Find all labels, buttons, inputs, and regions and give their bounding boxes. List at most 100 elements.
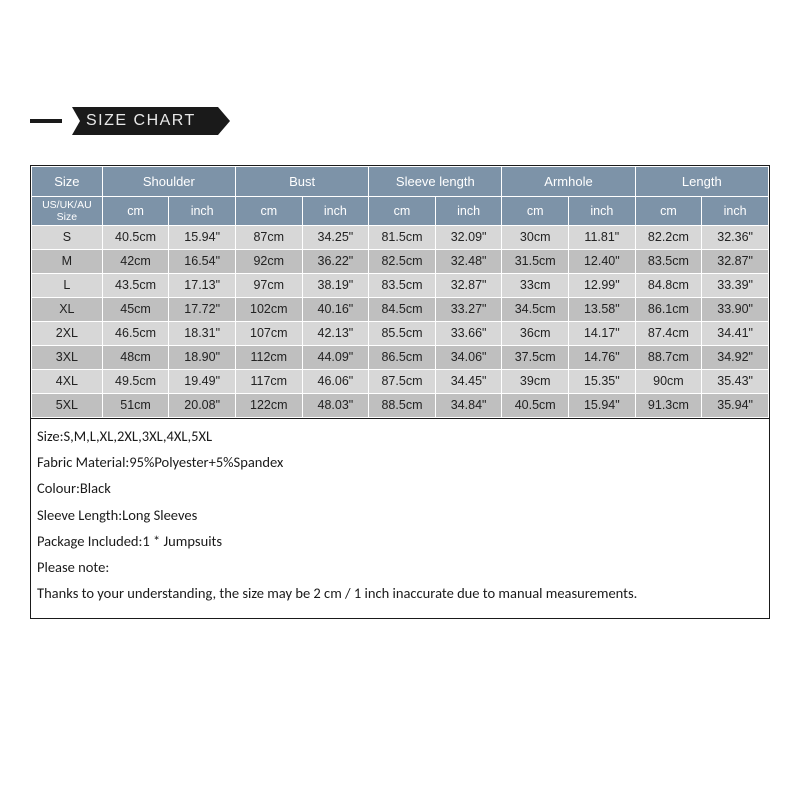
cell-value: 14.76" (569, 346, 636, 370)
banner-dash (30, 119, 62, 123)
cell-value: 40.5cm (102, 226, 169, 250)
cell-value: 81.5cm (369, 226, 436, 250)
cell-value: 88.7cm (635, 346, 702, 370)
cell-value: 88.5cm (369, 394, 436, 418)
size-chart: Size Shoulder Bust Sleeve length Armhole… (30, 165, 770, 619)
cell-value: 82.2cm (635, 226, 702, 250)
info-line: Fabric Material:95%Polyester+5%Spandex (37, 453, 763, 471)
unit-cm: cm (502, 197, 569, 226)
cell-value: 43.5cm (102, 274, 169, 298)
cell-value: 34.92" (702, 346, 769, 370)
table-row: XL45cm17.72"102cm40.16"84.5cm33.27"34.5c… (32, 298, 769, 322)
cell-value: 84.8cm (635, 274, 702, 298)
cell-value: 90cm (635, 370, 702, 394)
col-shoulder: Shoulder (102, 167, 235, 197)
cell-value: 46.5cm (102, 322, 169, 346)
cell-value: 18.31" (169, 322, 236, 346)
cell-value: 34.06" (435, 346, 502, 370)
col-size: Size (32, 167, 103, 197)
cell-value: 14.17" (569, 322, 636, 346)
cell-value: 32.48" (435, 250, 502, 274)
unit-cm: cm (102, 197, 169, 226)
col-bust: Bust (235, 167, 368, 197)
cell-value: 16.54" (169, 250, 236, 274)
cell-value: 36cm (502, 322, 569, 346)
cell-value: 51cm (102, 394, 169, 418)
unit-inch: inch (169, 197, 236, 226)
cell-value: 12.40" (569, 250, 636, 274)
cell-value: 82.5cm (369, 250, 436, 274)
info-line: Thanks to your understanding, the size m… (37, 584, 763, 602)
cell-value: 18.90" (169, 346, 236, 370)
table-row: 3XL48cm18.90"112cm44.09"86.5cm34.06"37.5… (32, 346, 769, 370)
cell-value: 33.66" (435, 322, 502, 346)
cell-value: 31.5cm (502, 250, 569, 274)
cell-value: 122cm (235, 394, 302, 418)
cell-value: 92cm (235, 250, 302, 274)
unit-cm: cm (635, 197, 702, 226)
cell-value: 12.99" (569, 274, 636, 298)
cell-value: 97cm (235, 274, 302, 298)
cell-value: 48.03" (302, 394, 369, 418)
cell-value: 107cm (235, 322, 302, 346)
cell-value: 35.43" (702, 370, 769, 394)
unit-cm: cm (235, 197, 302, 226)
cell-value: 15.35" (569, 370, 636, 394)
cell-value: 87.5cm (369, 370, 436, 394)
cell-value: 17.72" (169, 298, 236, 322)
table-header-row-1: Size Shoulder Bust Sleeve length Armhole… (32, 167, 769, 197)
table-row: 4XL49.5cm19.49"117cm46.06"87.5cm34.45"39… (32, 370, 769, 394)
col-length: Length (635, 167, 768, 197)
cell-value: 91.3cm (635, 394, 702, 418)
info-line: Size:S,M,L,XL,2XL,3XL,4XL,5XL (37, 427, 763, 445)
cell-value: 32.87" (702, 250, 769, 274)
ribbon-notch-icon (72, 107, 80, 135)
cell-value: 86.5cm (369, 346, 436, 370)
cell-value: 40.16" (302, 298, 369, 322)
info-line: Package Included:1 * Jumpsuits (37, 532, 763, 550)
cell-value: 32.09" (435, 226, 502, 250)
cell-value: 39cm (502, 370, 569, 394)
cell-value: 34.25" (302, 226, 369, 250)
info-line: Colour:Black (37, 479, 763, 497)
cell-value: 36.22" (302, 250, 369, 274)
cell-value: 34.45" (435, 370, 502, 394)
table-row: 5XL51cm20.08"122cm48.03"88.5cm34.84"40.5… (32, 394, 769, 418)
unit-cm: cm (369, 197, 436, 226)
cell-value: 46.06" (302, 370, 369, 394)
cell-value: 112cm (235, 346, 302, 370)
cell-value: 117cm (235, 370, 302, 394)
cell-value: 15.94" (169, 226, 236, 250)
cell-value: 40.5cm (502, 394, 569, 418)
cell-value: 33cm (502, 274, 569, 298)
cell-value: 42cm (102, 250, 169, 274)
cell-value: 35.94" (702, 394, 769, 418)
cell-value: 85.5cm (369, 322, 436, 346)
cell-value: 84.5cm (369, 298, 436, 322)
info-block: Size:S,M,L,XL,2XL,3XL,4XL,5XL Fabric Mate… (31, 418, 769, 618)
table-header-row-2: US/UK/AU Size cm inch cm inch cm inch cm… (32, 197, 769, 226)
banner: SIZE CHART (30, 105, 770, 141)
cell-value: 83.5cm (369, 274, 436, 298)
cell-value: 87cm (235, 226, 302, 250)
cell-value: 49.5cm (102, 370, 169, 394)
cell-value: 48cm (102, 346, 169, 370)
cell-value: 17.13" (169, 274, 236, 298)
cell-value: 13.58" (569, 298, 636, 322)
table-row: 2XL46.5cm18.31"107cm42.13"85.5cm33.66"36… (32, 322, 769, 346)
cell-value: 30cm (502, 226, 569, 250)
cell-size: XL (32, 298, 103, 322)
cell-value: 34.5cm (502, 298, 569, 322)
info-line: Sleeve Length:Long Sleeves (37, 506, 763, 524)
cell-value: 83.5cm (635, 250, 702, 274)
table-row: S40.5cm15.94"87cm34.25"81.5cm32.09"30cm1… (32, 226, 769, 250)
cell-size: 4XL (32, 370, 103, 394)
cell-value: 34.84" (435, 394, 502, 418)
cell-value: 42.13" (302, 322, 369, 346)
cell-value: 33.27" (435, 298, 502, 322)
cell-value: 34.41" (702, 322, 769, 346)
col-armhole: Armhole (502, 167, 635, 197)
table-row: L43.5cm17.13"97cm38.19"83.5cm32.87"33cm1… (32, 274, 769, 298)
cell-value: 32.36" (702, 226, 769, 250)
size-table: Size Shoulder Bust Sleeve length Armhole… (31, 166, 769, 418)
